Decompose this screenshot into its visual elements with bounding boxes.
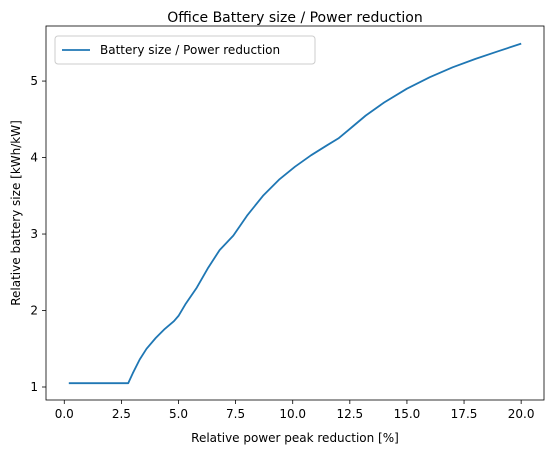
- y-axis-ticks: 1 2 3 4 5: [30, 74, 46, 394]
- x-axis-ticks: 0.0 2.5 5.0 7.5 10.0 12.5 15.0 17.5 20.0: [55, 400, 535, 421]
- legend-box: [54, 35, 316, 65]
- y-tick-label: 3: [30, 227, 38, 241]
- legend: Battery size / Power reduction: [54, 35, 316, 65]
- x-tick-label: 15.0: [394, 407, 421, 421]
- x-tick-label: 10.0: [279, 407, 306, 421]
- y-axis-label: Relative battery size [kWh/kW]: [9, 120, 23, 306]
- x-tick-label: 20.0: [508, 407, 535, 421]
- y-tick-label: 1: [30, 380, 38, 394]
- y-tick-label: 4: [30, 151, 38, 165]
- x-tick-label: 7.5: [226, 407, 245, 421]
- chart-title: Office Battery size / Power reduction: [167, 10, 422, 26]
- x-axis-label: Relative power peak reduction [%]: [191, 431, 399, 445]
- x-tick-label: 0.0: [55, 407, 74, 421]
- series-line-0: [68, 42, 522, 385]
- y-tick-label: 2: [30, 304, 38, 318]
- plot-area: [45, 25, 545, 401]
- y-tick-label: 5: [30, 74, 38, 88]
- x-tick-label: 17.5: [451, 407, 478, 421]
- x-tick-label: 5.0: [169, 407, 188, 421]
- legend-label: Battery size / Power reduction: [100, 43, 280, 57]
- series-layer: [68, 42, 522, 385]
- x-tick-label: 12.5: [336, 407, 363, 421]
- x-tick-label: 2.5: [112, 407, 131, 421]
